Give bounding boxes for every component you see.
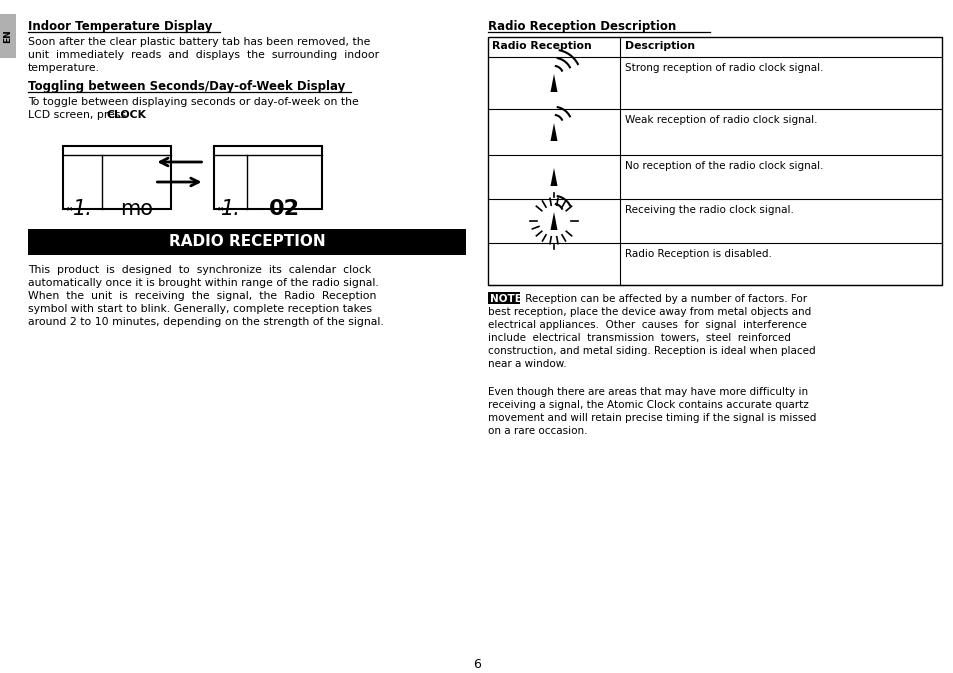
Text: Radio Reception Description: Radio Reception Description <box>488 20 676 33</box>
Text: RADIO RECEPTION: RADIO RECEPTION <box>169 234 325 250</box>
Polygon shape <box>550 74 557 92</box>
Text: LCD screen, press: LCD screen, press <box>28 110 130 120</box>
Text: 1.: 1. <box>72 199 92 219</box>
Text: Even though there are areas that may have more difficulty in: Even though there are areas that may hav… <box>488 387 807 397</box>
Text: M: M <box>66 207 71 212</box>
Text: Soon after the clear plastic battery tab has been removed, the: Soon after the clear plastic battery tab… <box>28 37 370 47</box>
Bar <box>488 37 941 285</box>
Text: around 2 to 10 minutes, depending on the strength of the signal.: around 2 to 10 minutes, depending on the… <box>28 317 383 327</box>
Text: near a window.: near a window. <box>488 359 566 369</box>
Text: construction, and metal siding. Reception is ideal when placed: construction, and metal siding. Receptio… <box>488 346 815 356</box>
Bar <box>63 146 171 209</box>
Text: Radio Reception: Radio Reception <box>492 41 591 51</box>
Text: When  the  unit  is  receiving  the  signal,  the  Radio  Reception: When the unit is receiving the signal, t… <box>28 291 376 301</box>
Text: unit  immediately  reads  and  displays  the  surrounding  indoor: unit immediately reads and displays the … <box>28 50 378 60</box>
Text: movement and will retain precise timing if the signal is missed: movement and will retain precise timing … <box>488 413 816 423</box>
Text: electrical appliances.  Other  causes  for  signal  interference: electrical appliances. Other causes for … <box>488 320 806 330</box>
Text: Weak reception of radio clock signal.: Weak reception of radio clock signal. <box>624 115 817 125</box>
Text: To toggle between displaying seconds or day-of-week on the: To toggle between displaying seconds or … <box>28 97 358 107</box>
Text: receiving a signal, the Atomic Clock contains accurate quartz: receiving a signal, the Atomic Clock con… <box>488 400 808 410</box>
Text: on a rare occasion.: on a rare occasion. <box>488 426 587 436</box>
Text: mo: mo <box>120 199 152 219</box>
Text: automatically once it is brought within range of the radio signal.: automatically once it is brought within … <box>28 278 378 288</box>
Bar <box>214 146 322 209</box>
Text: Indoor Temperature Display: Indoor Temperature Display <box>28 20 213 33</box>
Text: include  electrical  transmission  towers,  steel  reinforced: include electrical transmission towers, … <box>488 333 790 343</box>
Text: CLOCK: CLOCK <box>107 110 147 120</box>
Text: 6: 6 <box>473 658 480 671</box>
Text: temperature.: temperature. <box>28 63 100 73</box>
Text: Description: Description <box>624 41 695 51</box>
Text: 1.: 1. <box>220 199 240 219</box>
Text: Reception can be affected by a number of factors. For: Reception can be affected by a number of… <box>521 294 806 304</box>
Bar <box>488 292 519 304</box>
Text: best reception, place the device away from metal objects and: best reception, place the device away fr… <box>488 307 810 317</box>
Text: No reception of the radio clock signal.: No reception of the radio clock signal. <box>624 161 822 171</box>
Text: .: . <box>132 110 136 120</box>
Polygon shape <box>550 212 557 230</box>
Bar <box>0 14 16 58</box>
Text: NOTE: NOTE <box>490 294 521 304</box>
Text: Receiving the radio clock signal.: Receiving the radio clock signal. <box>624 205 793 215</box>
Text: Radio Reception is disabled.: Radio Reception is disabled. <box>624 249 771 259</box>
Text: symbol with start to blink. Generally, complete reception takes: symbol with start to blink. Generally, c… <box>28 304 372 314</box>
Text: M: M <box>217 207 223 212</box>
Text: 02: 02 <box>269 199 300 219</box>
Polygon shape <box>550 168 557 186</box>
Text: EN: EN <box>4 29 12 43</box>
Text: Strong reception of radio clock signal.: Strong reception of radio clock signal. <box>624 63 822 73</box>
Polygon shape <box>550 123 557 141</box>
Text: Toggling between Seconds/Day-of-Week Display: Toggling between Seconds/Day-of-Week Dis… <box>28 80 345 93</box>
Text: This  product  is  designed  to  synchronize  its  calendar  clock: This product is designed to synchronize … <box>28 265 371 275</box>
Bar <box>28 229 465 255</box>
